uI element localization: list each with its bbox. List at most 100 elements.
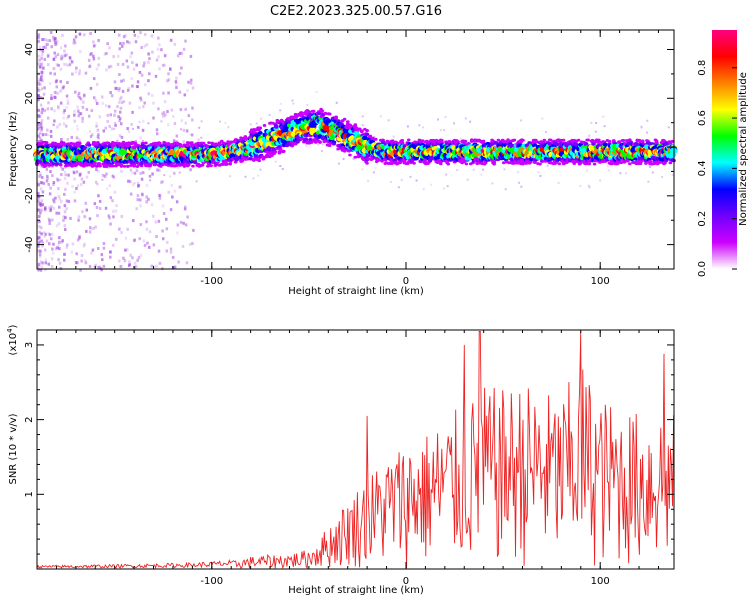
heatmap-ridge-cell [281,150,286,153]
heatmap-noise-cell [39,140,43,144]
heatmap-ridge-cell [619,161,624,165]
colorbar-tick-label: 0.0 [697,261,708,277]
heatmap-noise-cell [82,94,86,98]
heatmap-noise-cell [92,40,95,44]
heatmap-ridge-cell [132,164,136,168]
heatmap-noise-cell [101,178,104,181]
heatmap-noise-cell [164,217,168,221]
heatmap-noise-cell [75,136,79,140]
heatmap-noise-cell [379,115,382,118]
heatmap-noise-cell [116,54,120,58]
heatmap-noise-cell [37,200,40,204]
heatmap-noise-cell [162,110,166,114]
heatmap-noise-cell [138,120,141,123]
heatmap-noise-cell [52,206,56,210]
heatmap-ridge-cell [402,159,407,163]
heatmap-noise-cell [147,92,151,96]
heatmap-noise-cell [141,170,145,174]
heatmap-noise-cell [157,249,161,253]
heatmap-noise-cell [131,172,134,175]
heatmap-noise-cell [39,65,42,69]
heatmap-noise-cell [39,96,42,100]
heatmap-noise-cell [38,65,42,69]
heatmap-noise-cell [191,242,194,246]
heatmap-noise-cell [48,221,51,225]
heatmap-noise-cell [45,39,49,43]
heatmap-noise-cell [97,56,101,60]
heatmap-noise-cell [37,262,41,266]
heatmap-noise-cell [79,50,82,54]
heatmap-noise-cell [65,199,69,203]
heatmap-noise-cell [134,265,138,269]
heatmap-noise-cell [78,173,82,177]
heatmap-noise-cell [184,223,188,227]
heatmap-noise-cell [70,250,74,254]
heatmap-noise-cell [138,237,142,241]
heatmap-noise-cell [469,120,472,123]
heatmap-noise-cell [40,69,43,73]
heatmap-noise-cell [178,90,182,94]
heatmap-ridge-cell [644,161,648,165]
heatmap-noise-cell [63,252,66,256]
heatmap-noise-cell [49,30,53,34]
heatmap-noise-cell [38,203,41,207]
heatmap-ridge-cell [365,153,371,158]
heatmap-noise-cell [83,93,86,97]
heatmap-noise-cell [180,128,183,131]
heatmap-noise-cell [104,206,108,210]
heatmap-noise-cell [175,86,178,90]
heatmap-noise-cell [321,143,324,146]
heatmap-noise-cell [244,175,247,178]
heatmap-noise-cell [136,198,140,202]
heatmap-noise-cell [352,157,355,160]
heatmap-noise-cell [88,217,92,221]
heatmap-noise-cell [122,35,126,39]
heatmap-noise-cell [53,72,57,76]
heatmap-noise-cell [189,81,193,85]
heatmap-ridge-cell [592,162,597,166]
heatmap-noise-cell [78,69,82,73]
heatmap-noise-cell [517,171,520,174]
heatmap-noise-cell [41,244,44,248]
heatmap-ridge-cell [528,160,533,164]
heatmap-ridge-cell [359,129,364,134]
heatmap-noise-cell [78,32,82,36]
heatmap-noise-cell [89,32,92,36]
heatmap-ridge-cell [370,136,375,140]
heatmap-noise-cell [93,43,97,47]
heatmap-noise-cell [143,83,147,87]
heatmap-noise-cell [164,113,167,117]
heatmap-noise-cell [38,219,41,223]
heatmap-noise-cell [131,84,134,88]
heatmap-noise-cell [87,58,91,62]
heatmap-ridge-cell [597,140,602,144]
heatmap-noise-cell [337,162,340,165]
heatmap-noise-cell [67,199,71,203]
heatmap-noise-cell [152,101,155,105]
heatmap-ridge-cell [521,138,525,142]
heatmap-noise-cell [75,66,78,70]
heatmap-noise-cell [116,139,119,143]
heatmap-noise-cell [38,230,41,234]
heatmap-noise-cell [185,129,189,133]
heatmap-noise-cell [109,222,112,226]
spectrogram-x-tick-label: -100 [200,276,223,287]
heatmap-noise-cell [61,33,64,37]
heatmap-noise-cell [120,122,123,126]
heatmap-ridge-cell [506,138,510,142]
heatmap-noise-cell [37,268,41,272]
heatmap-noise-cell [160,48,163,52]
heatmap-noise-cell [116,105,119,109]
heatmap-noise-cell [127,264,131,268]
heatmap-noise-cell [56,246,59,250]
heatmap-noise-cell [124,236,128,240]
heatmap-noise-cell [95,101,99,105]
heatmap-noise-cell [40,239,44,243]
heatmap-noise-cell [118,134,122,138]
heatmap-noise-cell [40,55,43,59]
snr-x-tick-label: 100 [591,576,610,587]
heatmap-noise-cell [503,168,506,171]
heatmap-ridge-cell [557,162,562,166]
heatmap-noise-cell [107,65,111,69]
heatmap-noise-cell [129,55,132,59]
